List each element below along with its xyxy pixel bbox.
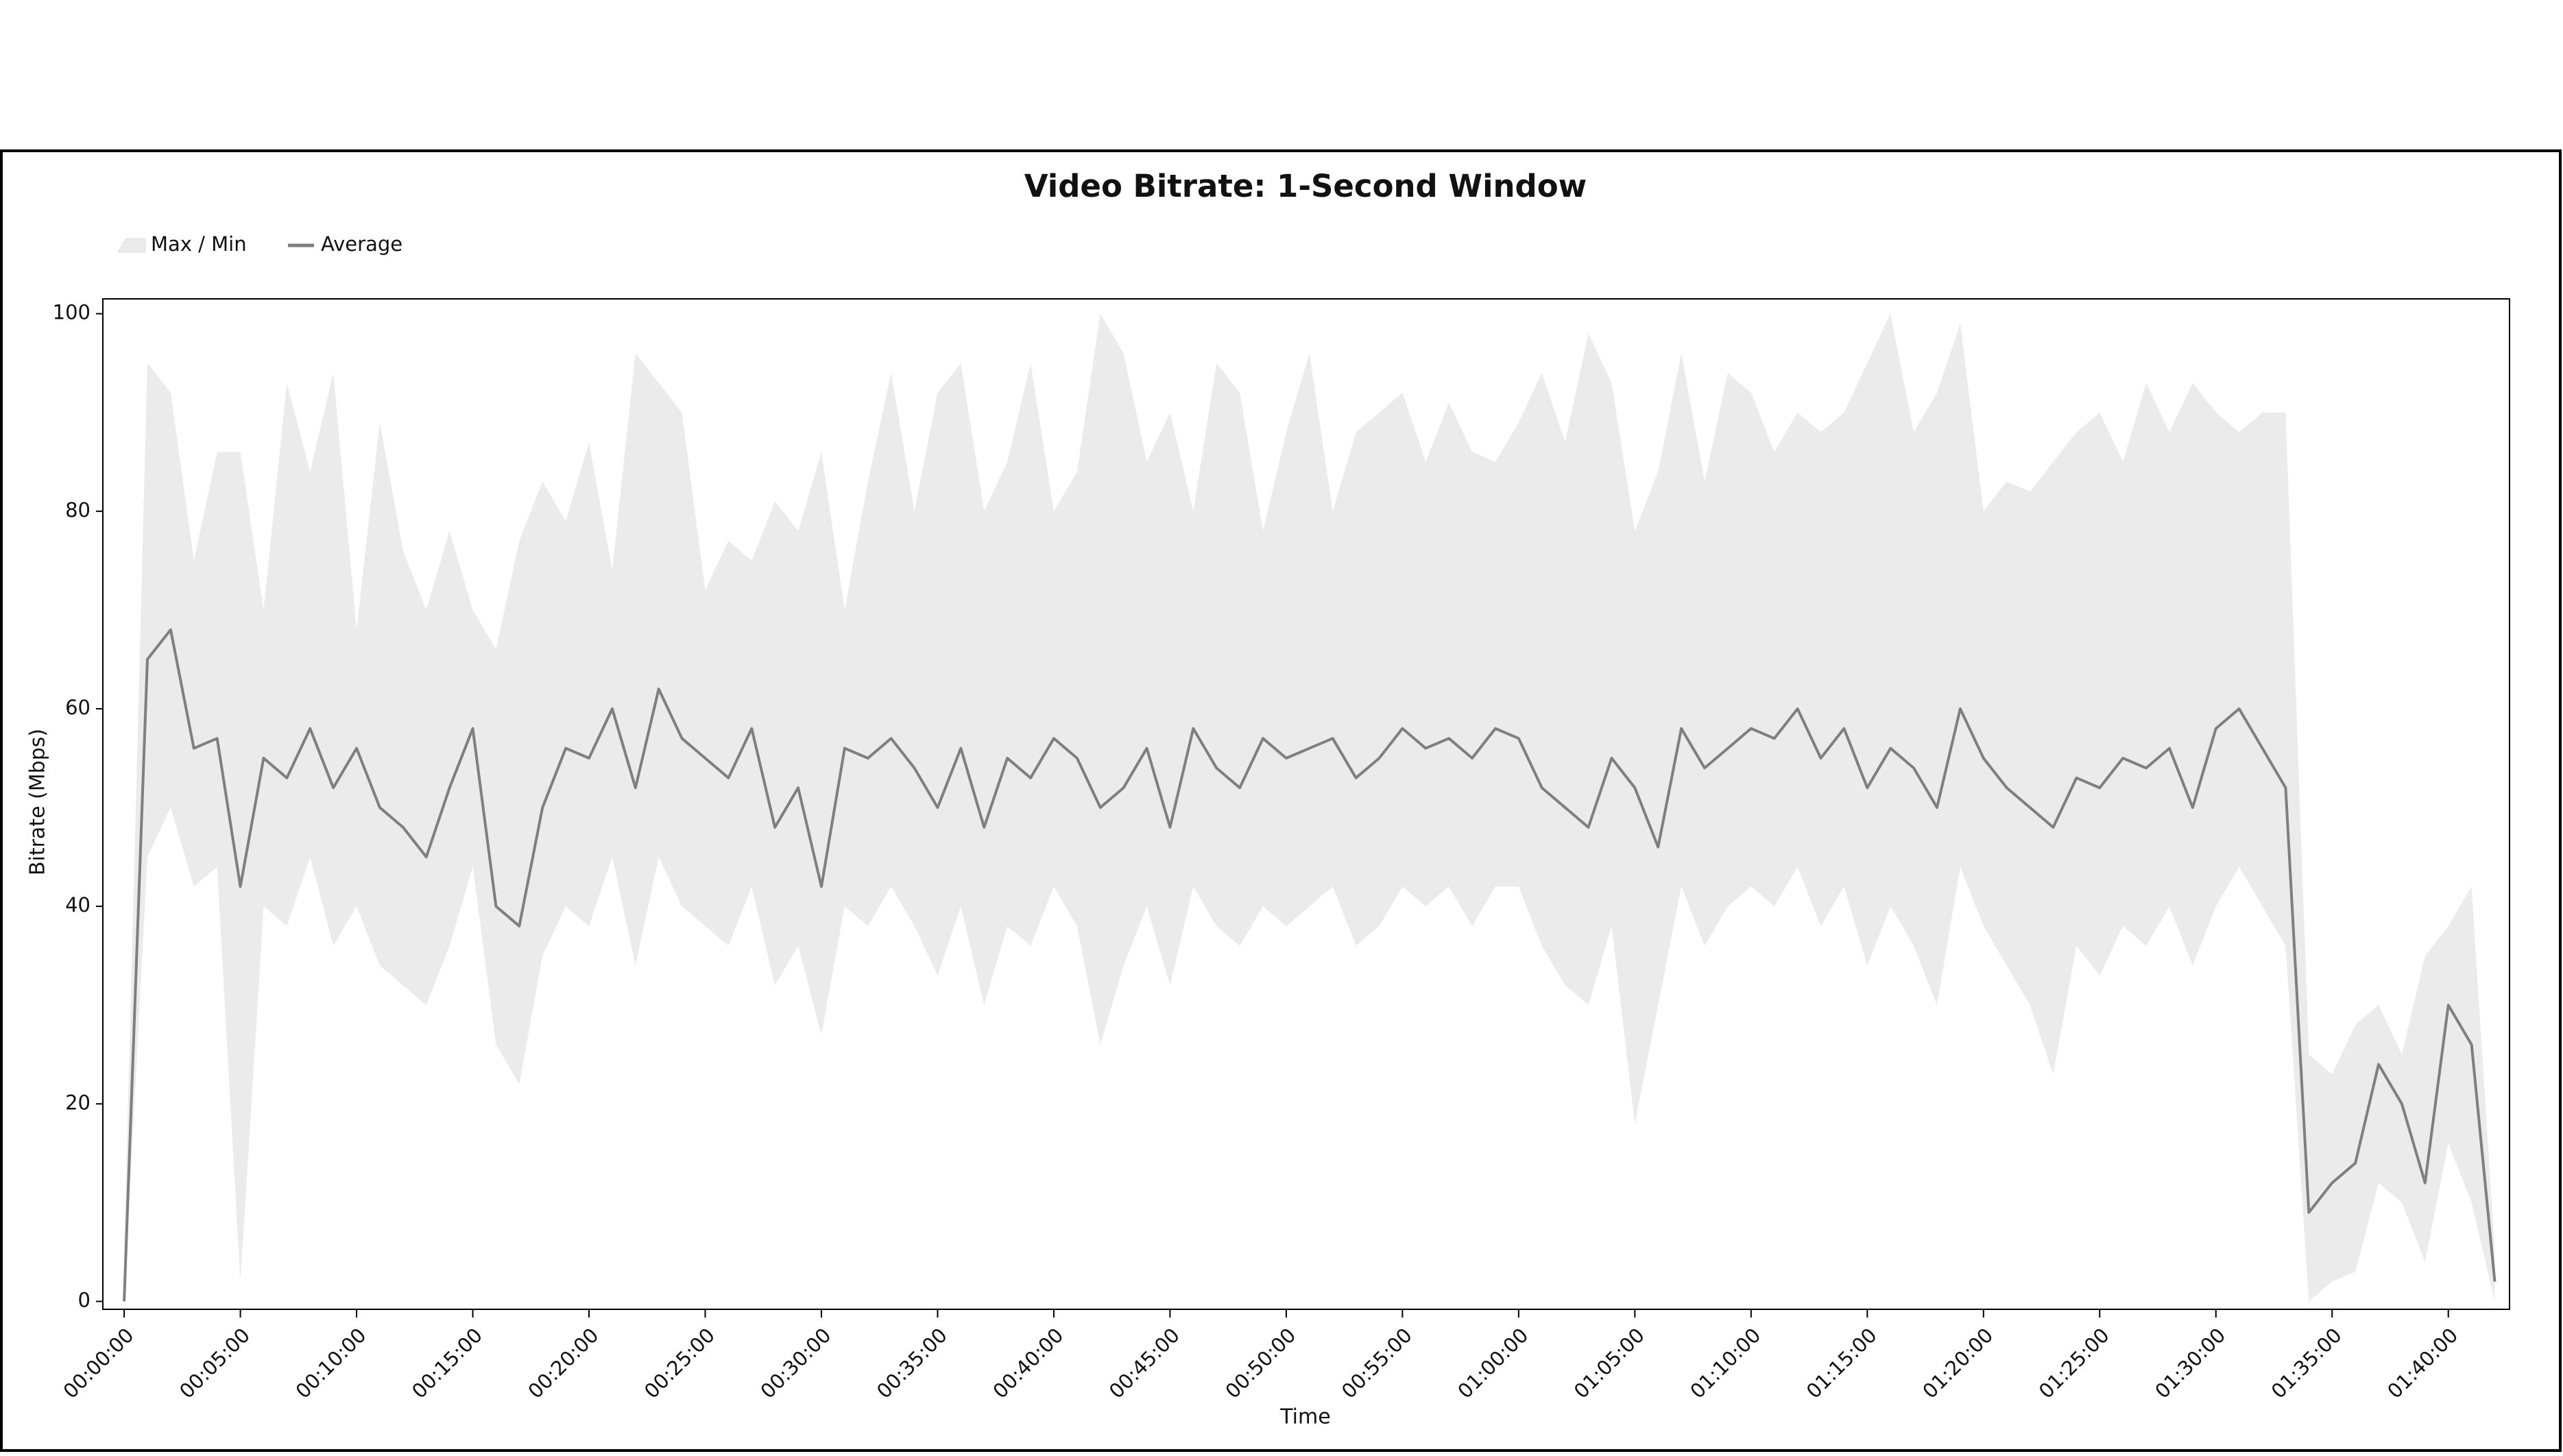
y-tick-label: 40	[65, 893, 91, 917]
x-tick-label: 01:15:00	[1802, 1324, 1881, 1403]
y-tick-label: 60	[65, 696, 91, 719]
y-tick-label: 0	[78, 1288, 91, 1311]
x-tick-label: 01:00:00	[1453, 1324, 1532, 1403]
x-tick-label: 00:20:00	[523, 1324, 603, 1403]
x-tick-label: 01:25:00	[2034, 1324, 2114, 1403]
x-tick-label: 00:45:00	[1105, 1324, 1184, 1403]
x-axis-label: Time	[1279, 1405, 1330, 1429]
x-tick-label: 00:35:00	[872, 1324, 952, 1403]
x-tick-label: 01:20:00	[1918, 1324, 1997, 1403]
max-min-band	[124, 313, 2495, 1302]
x-tick-label: 00:40:00	[988, 1324, 1068, 1403]
x-tick-label: 01:05:00	[1569, 1324, 1649, 1403]
legend-swatch	[117, 238, 146, 253]
y-tick-label: 100	[53, 301, 91, 324]
x-tick-label: 01:35:00	[2267, 1324, 2346, 1403]
legend-label: Average	[321, 232, 402, 256]
x-tick-label: 00:00:00	[59, 1324, 139, 1403]
x-tick-label: 01:10:00	[1685, 1324, 1765, 1403]
average-line	[123, 628, 2496, 1302]
x-tick-label: 00:50:00	[1220, 1324, 1300, 1403]
x-tick-label: 00:15:00	[407, 1324, 487, 1403]
y-axis-label: Bitrate (Mbps)	[26, 729, 50, 875]
x-tick-label: 01:40:00	[2383, 1324, 2462, 1403]
chart-frame	[0, 149, 2562, 1452]
x-tick-label: 00:05:00	[175, 1324, 254, 1403]
x-tick-label: 01:30:00	[2150, 1324, 2230, 1403]
x-tick-label: 00:25:00	[640, 1324, 719, 1403]
y-tick-label: 20	[65, 1091, 91, 1114]
legend-label: Max / Min	[151, 232, 247, 256]
x-tick-label: 00:30:00	[756, 1324, 835, 1403]
x-tick-label: 00:10:00	[291, 1324, 371, 1403]
chart-title: Video Bitrate: 1-Second Window	[1024, 168, 1587, 204]
y-tick-label: 80	[65, 498, 91, 522]
plot-frame	[102, 298, 2510, 1310]
x-tick-label: 00:55:00	[1337, 1324, 1417, 1403]
